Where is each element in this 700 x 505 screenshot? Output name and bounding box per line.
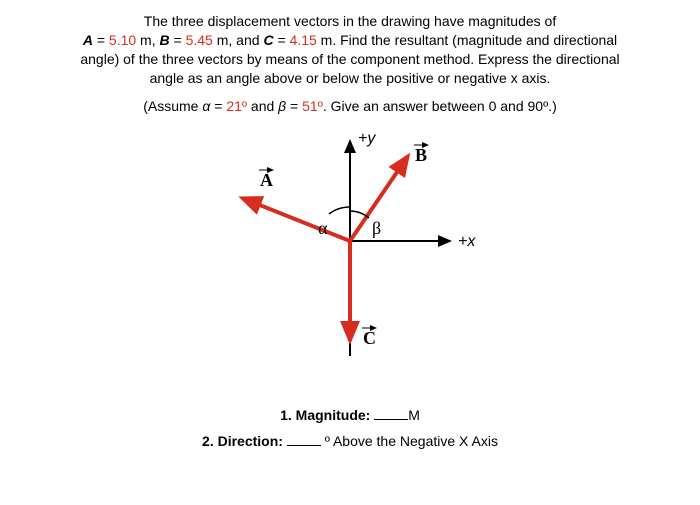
beta-eq: = xyxy=(286,98,302,114)
alpha-value: 21 xyxy=(226,98,242,114)
C-unit: m. Find the resultant (magnitude and dir… xyxy=(317,32,617,48)
alpha-eq: = xyxy=(210,98,226,114)
q2-text: Above the Negative X Axis xyxy=(330,433,498,449)
A-value: 5.10 xyxy=(109,32,136,48)
alpha-label: α xyxy=(318,218,328,238)
vector-B-label: B xyxy=(415,145,427,165)
problem-statement: The three displacement vectors in the dr… xyxy=(20,12,680,88)
A-unit: m, xyxy=(136,32,159,48)
B-unit: m, and xyxy=(213,32,264,48)
beta-label: β xyxy=(372,218,381,238)
alpha-arc xyxy=(329,207,350,214)
B-eq: = xyxy=(170,32,186,48)
vector-C-label: C xyxy=(363,328,376,348)
answer-magnitude-row: 1. Magnitude: M xyxy=(20,407,680,423)
q1-unit: M xyxy=(408,407,420,423)
page-container: The three displacement vectors in the dr… xyxy=(0,0,700,449)
plus-y-label: +y xyxy=(358,130,376,147)
plus-x-label: +x xyxy=(458,233,476,250)
assume-prefix: (Assume xyxy=(143,98,202,114)
assume-mid: and xyxy=(247,98,278,114)
q1-label: 1. Magnitude: xyxy=(280,407,370,423)
B-label: B xyxy=(160,32,170,48)
vector-A-label: A xyxy=(260,170,273,190)
vector-A xyxy=(242,198,350,241)
assume-line: (Assume α = 21º and β = 51º. Give an ans… xyxy=(20,98,680,114)
q2-blank[interactable] xyxy=(287,434,321,446)
vector-diagram: +y +x A B C α β xyxy=(20,116,680,401)
B-value: 5.45 xyxy=(186,32,213,48)
problem-line1: The three displacement vectors in the dr… xyxy=(144,13,556,29)
q1-blank[interactable] xyxy=(374,408,408,420)
answers-block: 1. Magnitude: M 2. Direction: º Above th… xyxy=(20,407,680,449)
A-eq: = xyxy=(93,32,109,48)
C-value: 4.15 xyxy=(290,32,317,48)
beta-value: 51 xyxy=(302,98,318,114)
answer-direction-row: 2. Direction: º Above the Negative X Axi… xyxy=(20,433,680,449)
C-label: C xyxy=(263,32,273,48)
problem-line4: angle as an angle above or below the pos… xyxy=(150,70,551,86)
vector-svg: +y +x A B C α β xyxy=(200,116,500,396)
assume-suffix: . Give an answer between 0 and 90º.) xyxy=(323,98,557,114)
beta-symbol: β xyxy=(278,98,286,114)
A-label: A xyxy=(83,32,93,48)
C-eq: = xyxy=(274,32,290,48)
q2-label: 2. Direction: xyxy=(202,433,283,449)
problem-line3: angle) of the three vectors by means of … xyxy=(80,51,619,67)
